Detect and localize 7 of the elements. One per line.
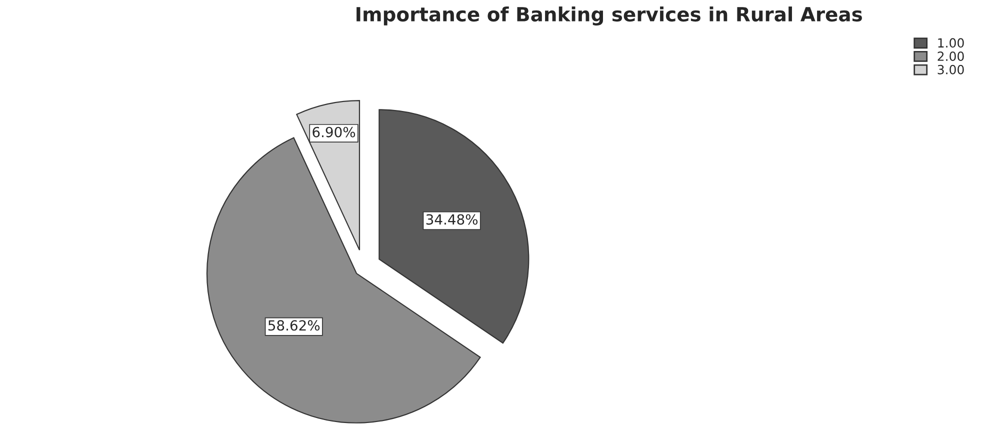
data-label: 6.90% — [312, 126, 356, 138]
data-label: 34.48% — [426, 214, 478, 225]
chart-title: Importance of Banking services in Rural Areas — [356, 6, 862, 26]
legend-label: 2.00 — [938, 52, 964, 61]
legend-label: 1.00 — [938, 38, 964, 48]
legend-label: 3.00 — [938, 64, 964, 74]
data-label: 58.62% — [268, 320, 320, 331]
